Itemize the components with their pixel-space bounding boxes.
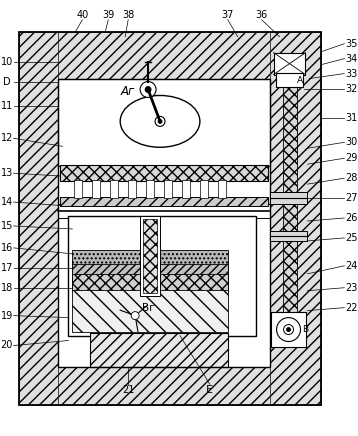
Text: 27: 27 bbox=[345, 193, 358, 203]
Bar bbox=[282, 68, 296, 347]
Circle shape bbox=[131, 312, 139, 320]
Bar bbox=[90, 333, 228, 368]
Circle shape bbox=[140, 82, 156, 98]
Bar bbox=[110, 180, 118, 198]
Bar bbox=[270, 192, 308, 204]
Bar bbox=[274, 53, 305, 75]
Text: 18: 18 bbox=[0, 283, 13, 293]
Text: 26: 26 bbox=[345, 213, 358, 223]
Bar bbox=[19, 32, 58, 405]
Text: 23: 23 bbox=[345, 283, 358, 293]
Text: 39: 39 bbox=[102, 10, 114, 20]
Ellipse shape bbox=[120, 95, 200, 147]
Text: 17: 17 bbox=[0, 263, 13, 273]
Text: 16: 16 bbox=[0, 243, 13, 253]
Bar bbox=[182, 180, 190, 198]
Bar bbox=[270, 32, 321, 405]
Bar bbox=[143, 219, 157, 293]
Text: 30: 30 bbox=[345, 137, 357, 147]
Text: В: В bbox=[303, 325, 309, 334]
Circle shape bbox=[158, 119, 162, 123]
Bar bbox=[74, 180, 82, 198]
Text: 38: 38 bbox=[122, 10, 134, 20]
Bar bbox=[72, 260, 142, 274]
Text: Вг: Вг bbox=[142, 303, 154, 313]
Bar bbox=[146, 180, 154, 198]
Text: 28: 28 bbox=[345, 173, 358, 183]
Bar bbox=[128, 180, 136, 198]
Bar bbox=[58, 78, 270, 368]
Bar bbox=[158, 260, 228, 274]
Bar bbox=[158, 250, 228, 264]
Bar bbox=[61, 165, 268, 181]
Bar bbox=[218, 180, 226, 198]
Bar bbox=[58, 204, 270, 218]
Bar bbox=[72, 263, 142, 291]
Text: А: А bbox=[296, 76, 303, 85]
Text: 32: 32 bbox=[345, 84, 358, 93]
Bar bbox=[58, 32, 270, 78]
Text: 19: 19 bbox=[0, 310, 13, 320]
Text: 35: 35 bbox=[345, 39, 358, 49]
Circle shape bbox=[284, 324, 294, 334]
Bar bbox=[92, 180, 100, 198]
Bar bbox=[61, 197, 268, 206]
Bar bbox=[200, 180, 208, 198]
Bar bbox=[58, 368, 270, 405]
Text: 15: 15 bbox=[0, 221, 13, 231]
Bar bbox=[68, 216, 256, 336]
Bar bbox=[270, 231, 308, 241]
Text: 31: 31 bbox=[345, 113, 357, 123]
Circle shape bbox=[286, 327, 291, 331]
Text: 40: 40 bbox=[76, 10, 88, 20]
Text: 29: 29 bbox=[345, 153, 358, 163]
Text: 33: 33 bbox=[345, 68, 357, 78]
Bar bbox=[158, 263, 228, 291]
Text: 21: 21 bbox=[122, 385, 134, 395]
Circle shape bbox=[145, 86, 151, 92]
Text: 24: 24 bbox=[345, 261, 358, 271]
Text: 22: 22 bbox=[345, 303, 358, 313]
Text: E: E bbox=[206, 385, 213, 395]
Text: 13: 13 bbox=[0, 168, 13, 178]
Bar bbox=[19, 32, 321, 405]
Bar bbox=[164, 180, 172, 198]
Bar bbox=[72, 250, 142, 264]
Text: D: D bbox=[3, 77, 10, 86]
Bar bbox=[140, 216, 160, 296]
Bar bbox=[271, 312, 306, 347]
Text: 10: 10 bbox=[0, 57, 13, 67]
Text: 37: 37 bbox=[222, 10, 234, 20]
Text: 14: 14 bbox=[0, 197, 13, 207]
Text: 25: 25 bbox=[345, 233, 358, 243]
Bar bbox=[276, 72, 304, 86]
Circle shape bbox=[155, 116, 165, 126]
Bar bbox=[72, 290, 228, 331]
Text: 34: 34 bbox=[345, 54, 357, 64]
Text: 11: 11 bbox=[0, 102, 13, 112]
Bar bbox=[58, 78, 270, 166]
Text: 12: 12 bbox=[0, 133, 13, 143]
Text: Аг: Аг bbox=[121, 85, 135, 98]
Text: 20: 20 bbox=[0, 341, 13, 351]
Circle shape bbox=[277, 317, 300, 341]
Text: 36: 36 bbox=[256, 10, 268, 20]
